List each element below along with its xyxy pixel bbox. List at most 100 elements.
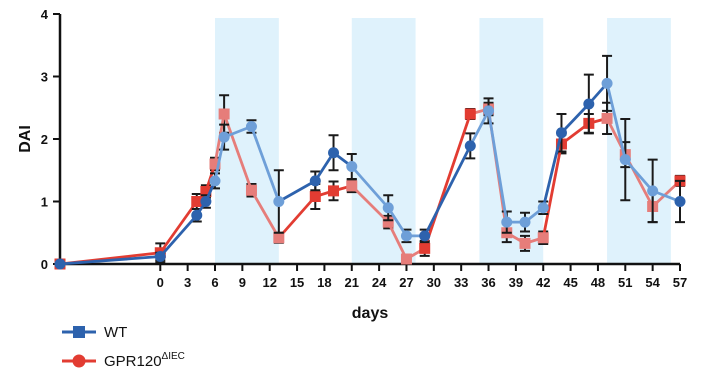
point-gpr120-13 <box>419 242 431 254</box>
point-wt-24 <box>674 196 686 207</box>
line-segment-gpr120-11 <box>386 220 408 261</box>
x-tick-label-6: 18 <box>317 275 331 290</box>
point-wt-1 <box>154 251 166 262</box>
line-segment-gpr120-10 <box>350 184 390 224</box>
point-wt-11 <box>382 202 394 214</box>
y-tick-label-3: 3 <box>41 70 48 85</box>
shaded-periods <box>215 18 671 264</box>
point-gpr120-17 <box>519 237 531 249</box>
point-wt-22 <box>619 154 631 166</box>
line-segment-gpr120-6 <box>250 188 281 240</box>
point-gpr120-12 <box>400 253 412 265</box>
x-tick-label-7: 21 <box>345 275 359 290</box>
line-segment-wt-11 <box>386 206 408 238</box>
point-wt-20 <box>583 98 595 110</box>
x-tick-label-17: 51 <box>618 275 632 290</box>
line-segment-wt-22 <box>623 158 655 193</box>
point-wt-2 <box>191 209 203 221</box>
point-gpr120-18 <box>537 232 549 244</box>
x-tick-label-3: 9 <box>239 275 246 290</box>
legend-marker-gpr120 <box>72 354 86 368</box>
point-wt-10 <box>346 161 358 172</box>
legend-label-gpr120-main: GPR120 <box>104 353 162 370</box>
point-gpr120-21 <box>601 112 613 124</box>
point-gpr120-14 <box>464 108 476 120</box>
line-segment-wt-1 <box>158 213 199 258</box>
point-gpr120-3 <box>200 186 212 197</box>
x-tick-label-2: 6 <box>211 275 218 290</box>
line-segment-wt-15 <box>487 109 509 224</box>
line-segment-wt-8 <box>313 151 335 183</box>
point-wt-21 <box>601 77 613 89</box>
line-segment-wt-21 <box>605 81 627 162</box>
point-wt-15 <box>483 105 495 117</box>
point-wt-8 <box>309 175 321 187</box>
x-tick-label-15: 45 <box>563 275 577 290</box>
x-tick-label-4: 12 <box>262 275 276 290</box>
x-tick-label-11: 33 <box>454 275 468 290</box>
point-gpr120-11 <box>382 216 394 228</box>
legend-label-wt: WT <box>104 324 127 341</box>
point-wt-5 <box>218 131 230 143</box>
point-wt-19 <box>555 127 567 139</box>
x-tick-label-19: 57 <box>673 275 687 290</box>
point-wt-16 <box>501 216 513 228</box>
point-wt-12 <box>400 230 412 242</box>
x-tick-label-14: 42 <box>536 275 550 290</box>
x-tick-label-16: 48 <box>591 275 605 290</box>
point-gpr120-10 <box>346 180 358 192</box>
x-tick-label-18: 54 <box>645 275 660 290</box>
point-wt-0 <box>54 258 66 270</box>
point-wt-6 <box>245 121 257 132</box>
point-gpr120-8 <box>309 191 321 202</box>
x-tick-label-10: 30 <box>427 275 441 290</box>
point-gpr120-9 <box>328 185 340 197</box>
line-segment-gpr120-1 <box>158 200 199 255</box>
line-segment-gpr120-5 <box>222 112 253 192</box>
x-tick-label-0: 0 <box>157 275 164 290</box>
series <box>54 54 686 270</box>
point-wt-18 <box>537 202 549 214</box>
y-tick-label-0: 0 <box>41 257 48 272</box>
point-wt-13 <box>419 230 431 242</box>
x-tick-label-5: 15 <box>290 275 304 290</box>
x-axis-title: days <box>352 305 389 322</box>
line-segment-wt-19 <box>560 102 591 135</box>
point-wt-4 <box>209 175 221 187</box>
line-segment-wt-0 <box>58 255 162 266</box>
line-segment-wt-7 <box>277 179 317 203</box>
shaded-region-4 <box>607 18 671 264</box>
line-segment-gpr120-7 <box>277 195 317 240</box>
point-gpr120-6 <box>245 184 257 196</box>
line-segment-wt-6 <box>250 125 281 203</box>
line-segment-wt-13 <box>423 144 472 238</box>
y-tick-label-4: 4 <box>41 7 49 22</box>
x-tick-label-9: 27 <box>399 275 413 290</box>
x-tick-label-8: 24 <box>372 275 387 290</box>
line-segment-wt-10 <box>350 165 390 210</box>
line-segment-gpr120-18 <box>541 142 563 240</box>
legend-item-wt: WT <box>62 324 127 341</box>
legend-marker-wt <box>73 326 85 338</box>
point-gpr120-5 <box>218 108 230 120</box>
legend-item-gpr120: GPR120ΔIEC <box>62 351 185 370</box>
line-segment-gpr120-13 <box>423 112 472 250</box>
x-tick-label-13: 39 <box>509 275 523 290</box>
x-tick-label-12: 36 <box>481 275 495 290</box>
point-gpr120-2 <box>191 196 203 207</box>
y-tick-label-1: 1 <box>41 195 48 210</box>
legend-label-gpr120: GPR120ΔIEC <box>104 351 185 370</box>
point-gpr120-4 <box>209 158 221 170</box>
line-segment-wt-14 <box>468 109 490 148</box>
line-segment-wt-18 <box>541 131 563 210</box>
x-tick-label-1: 3 <box>184 275 191 290</box>
point-wt-23 <box>647 185 659 197</box>
line-segment-wt-4 <box>213 135 226 183</box>
legend-label-gpr120-sup: ΔIEC <box>162 351 185 362</box>
point-gpr120-7 <box>273 232 285 244</box>
point-wt-17 <box>519 216 531 228</box>
y-tick-label-2: 2 <box>41 132 48 147</box>
series-wt <box>54 54 686 270</box>
